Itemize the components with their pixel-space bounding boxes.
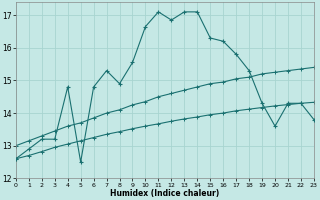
X-axis label: Humidex (Indice chaleur): Humidex (Indice chaleur): [110, 189, 220, 198]
